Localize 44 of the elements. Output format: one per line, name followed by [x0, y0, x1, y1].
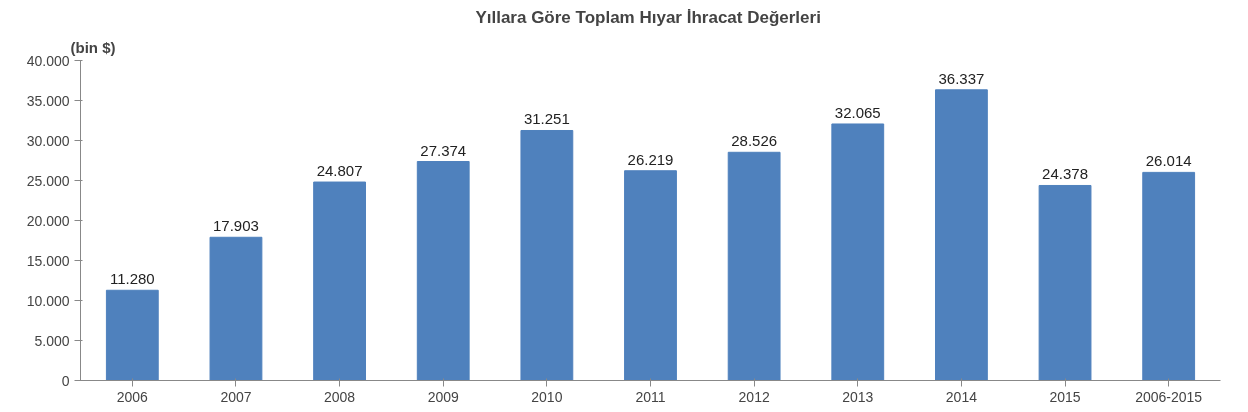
x-tick-label: 2013 — [842, 388, 874, 405]
y-tick-label: 0 — [61, 372, 70, 389]
x-tick-label: 2006 — [116, 388, 149, 405]
bar — [313, 181, 366, 381]
bar — [105, 289, 159, 381]
data-label: 17.903 — [213, 217, 259, 235]
y-tick-label: 5.000 — [34, 332, 70, 349]
data-label: 26.219 — [627, 150, 674, 168]
x-tick-label: 2012 — [738, 388, 770, 405]
data-label: 11.280 — [109, 270, 155, 288]
data-label: 28.526 — [731, 132, 778, 150]
x-tick-label: 2006-2015 — [1135, 388, 1203, 405]
chart-title: Yıllara Göre Toplam Hıyar İhracat Değerleri — [475, 7, 821, 27]
data-label: 24.807 — [316, 162, 363, 180]
bar — [727, 151, 781, 381]
bar — [1142, 171, 1196, 381]
bar — [1038, 184, 1092, 381]
bar — [624, 170, 677, 381]
x-tick-label: 2014 — [945, 388, 978, 405]
x-tick-label: 2009 — [427, 388, 460, 405]
x-tick-label: 2011 — [635, 388, 666, 405]
data-label: 27.374 — [420, 141, 467, 159]
bar — [520, 129, 574, 381]
bar — [831, 123, 885, 381]
x-tick-label: 2015 — [1049, 388, 1081, 405]
bar — [416, 161, 470, 381]
data-label: 26.014 — [1145, 152, 1192, 170]
data-label: 31.251 — [523, 110, 570, 128]
data-label: 36.337 — [938, 69, 985, 87]
data-label: 32.065 — [834, 103, 881, 121]
x-tick-label: 2007 — [220, 388, 252, 405]
bar — [209, 236, 263, 381]
y-tick-label: 10.000 — [26, 292, 70, 309]
y-tick-label: 25.000 — [26, 172, 70, 189]
bar — [935, 89, 988, 381]
x-tick-label: 2008 — [324, 388, 356, 405]
y-axis-title: (bin $) — [70, 38, 116, 56]
y-tick-label: 20.000 — [26, 212, 70, 229]
y-tick-label: 35.000 — [26, 92, 70, 109]
y-tick-label: 15.000 — [26, 252, 70, 269]
x-tick-label: 2010 — [531, 388, 563, 405]
y-tick-label: 30.000 — [26, 132, 70, 149]
y-tick-label: 40.000 — [26, 52, 70, 69]
data-label: 24.378 — [1042, 165, 1088, 183]
